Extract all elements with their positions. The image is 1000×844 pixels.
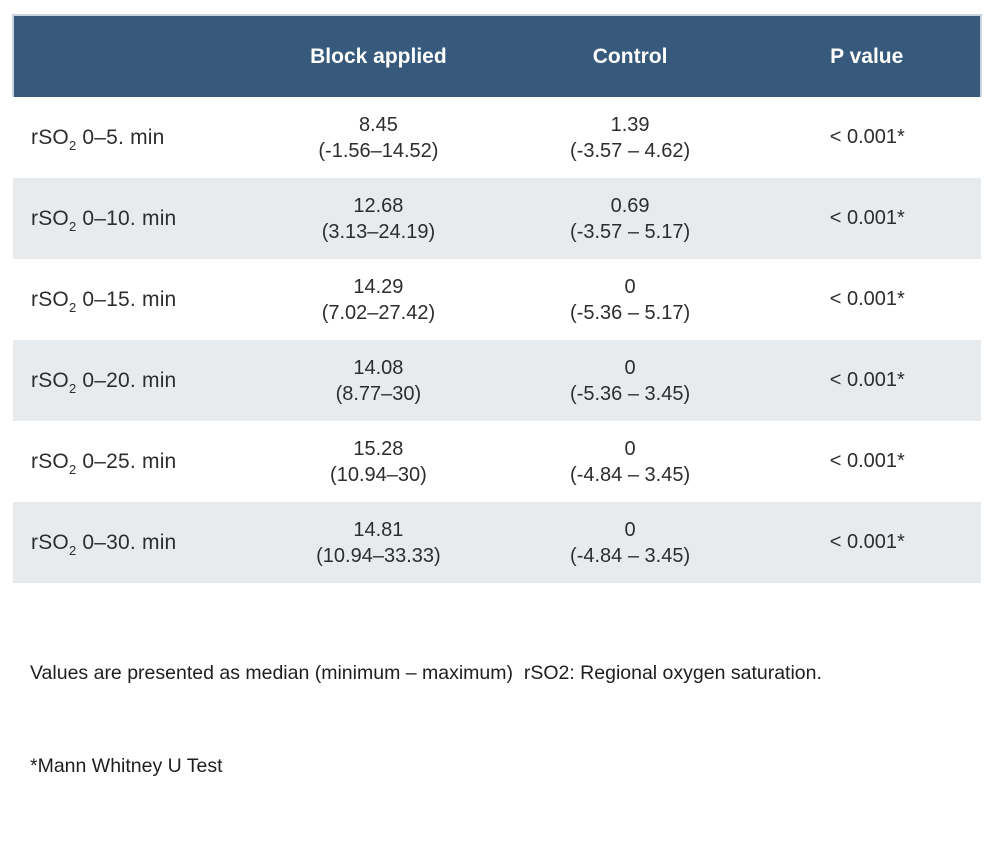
block-applied-cell: 8.45 (-1.56–14.52) (250, 97, 507, 178)
range-value: (-4.84 – 3.45) (570, 463, 691, 486)
footnote-line-2: *Mann Whitney U Test (30, 755, 223, 777)
row-label-text: rSO (31, 449, 69, 473)
row-label-cell: rSO2 0–10. min (13, 178, 251, 259)
footnote: Values are presented as median (minimum … (12, 596, 982, 844)
row-label-text: rSO (31, 287, 69, 311)
p-value-cell: < 0.001* (753, 502, 981, 583)
row-label-time: 0–30. min (76, 530, 177, 554)
p-value-cell: < 0.001* (753, 97, 981, 178)
subscript: 2 (68, 461, 77, 477)
row-label-text: rSO (31, 368, 69, 392)
table-figure: Block applied Control P value rSO2 0–5. … (11, 14, 982, 844)
header-cell-p-value: P value (753, 14, 982, 97)
range-value: (-5.36 – 3.45) (570, 382, 691, 405)
row-label-time: 0–5. min (76, 125, 165, 149)
subscript: 2 (68, 137, 77, 153)
row-label-cell: rSO2 0–5. min (13, 97, 251, 178)
block-applied-cell: 14.29 (7.02–27.42) (250, 259, 507, 340)
control-cell: 0 (-4.84 – 3.45) (506, 421, 754, 502)
range-value: (3.13–24.19) (321, 220, 436, 243)
median-value: 14.81 (353, 518, 404, 541)
table-row: rSO2 0–10. min 12.68 (3.13–24.19) 0.69 (… (13, 178, 981, 259)
control-cell: 0.69 (-3.57 – 5.17) (506, 178, 754, 259)
row-label-text: rSO (31, 530, 69, 554)
median-value: 14.29 (353, 275, 404, 298)
table-row: rSO2 0–5. min 8.45 (-1.56–14.52) 1.39 (-… (13, 97, 981, 178)
median-value: 0 (624, 518, 636, 541)
range-value: (-1.56–14.52) (318, 139, 439, 162)
row-label-cell: rSO2 0–20. min (13, 340, 251, 421)
row-label-time: 0–15. min (76, 287, 177, 311)
row-label-cell: rSO2 0–25. min (13, 421, 251, 502)
median-value: 0 (624, 356, 636, 379)
table-row: rSO2 0–25. min 15.28 (10.94–30) 0 (-4.84… (13, 421, 981, 502)
block-applied-cell: 15.28 (10.94–30) (250, 421, 507, 502)
control-cell: 0 (-5.36 – 5.17) (506, 259, 754, 340)
median-value: 1.39 (610, 113, 650, 136)
range-value: (10.94–33.33) (316, 544, 441, 567)
subscript: 2 (68, 380, 77, 396)
median-value: 8.45 (358, 113, 398, 136)
p-value-cell: < 0.001* (753, 178, 981, 259)
block-applied-cell: 12.68 (3.13–24.19) (250, 178, 507, 259)
row-label-text: rSO (31, 206, 69, 230)
control-cell: 0 (-4.84 – 3.45) (506, 502, 754, 583)
header-cell-block-applied: Block applied (250, 14, 507, 97)
range-value: (10.94–30) (330, 463, 427, 486)
header-cell-control: Control (506, 14, 754, 97)
range-value: (-5.36 – 5.17) (570, 301, 691, 324)
p-value-cell: < 0.001* (753, 421, 981, 502)
subscript: 2 (68, 299, 77, 315)
table-row: rSO2 0–20. min 14.08 (8.77–30) 0 (-5.36 … (13, 340, 981, 421)
row-label-cell: rSO2 0–15. min (13, 259, 251, 340)
table-row: rSO2 0–30. min 14.81 (10.94–33.33) 0 (-4… (13, 502, 981, 583)
range-value: (-3.57 – 5.17) (570, 220, 691, 243)
row-label-text: rSO (31, 125, 69, 149)
block-applied-cell: 14.08 (8.77–30) (250, 340, 507, 421)
block-applied-cell: 14.81 (10.94–33.33) (250, 502, 507, 583)
header-cell-empty (11, 14, 251, 97)
range-value: (7.02–27.42) (321, 301, 436, 324)
row-label-time: 0–10. min (76, 206, 177, 230)
range-value: (-4.84 – 3.45) (570, 544, 691, 567)
median-value: 15.28 (353, 437, 404, 460)
median-value: 0 (624, 275, 636, 298)
row-label-time: 0–20. min (76, 368, 177, 392)
footnote-line-1: Values are presented as median (minimum … (30, 662, 822, 684)
range-value: (8.77–30) (335, 382, 422, 405)
subscript: 2 (68, 218, 77, 234)
row-label-time: 0–25. min (76, 449, 177, 473)
range-value: (-3.57 – 4.62) (570, 139, 691, 162)
header-row: Block applied Control P value (11, 14, 982, 97)
median-value: 0.69 (610, 194, 650, 217)
median-value: 14.08 (353, 356, 404, 379)
median-value: 12.68 (353, 194, 404, 217)
subscript: 2 (68, 542, 77, 558)
control-cell: 0 (-5.36 – 3.45) (506, 340, 754, 421)
p-value-cell: < 0.001* (753, 340, 981, 421)
median-value: 0 (624, 437, 636, 460)
table-row: rSO2 0–15. min 14.29 (7.02–27.42) 0 (-5.… (13, 259, 981, 340)
p-value-cell: < 0.001* (753, 259, 981, 340)
row-label-cell: rSO2 0–30. min (13, 502, 251, 583)
control-cell: 1.39 (-3.57 – 4.62) (506, 97, 754, 178)
results-table: Block applied Control P value rSO2 0–5. … (11, 14, 982, 583)
